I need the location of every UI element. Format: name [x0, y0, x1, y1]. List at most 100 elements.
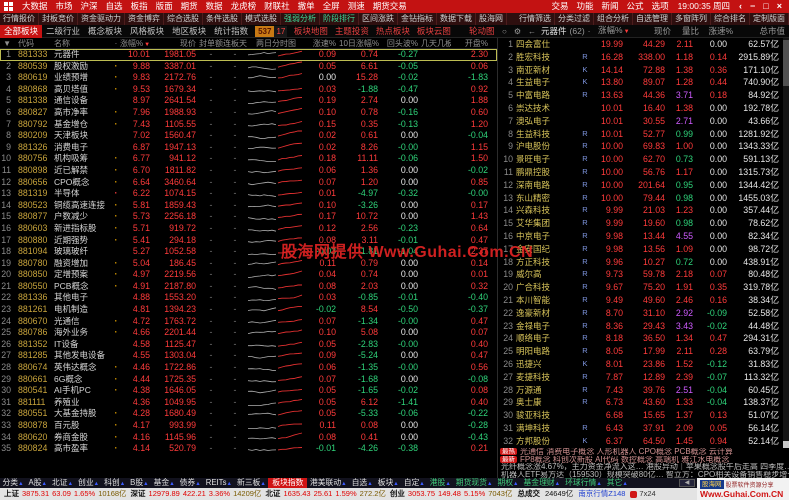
toolbar-button[interactable]: 定制版面 [750, 13, 789, 25]
table-row[interactable]: 9 881326 消费电子 6.87 1947.13 - - 0.02 8.26 -0.00 1.1… [0, 142, 497, 154]
menu-item[interactable]: 全屏 [322, 1, 340, 11]
column-header[interactable]: 名称 [54, 39, 70, 48]
stock-row[interactable]: 4 生益电子 K 13.80 89.07 1.28 0.44 740.90亿 [498, 76, 789, 89]
table-row[interactable]: 19 880780 融资增加 · 5.04 186.45 - - 0.11 0.79 0.00 0.1… [0, 258, 497, 270]
market-tab[interactable]: 板块▲ [377, 478, 399, 487]
news-line[interactable]: 最热 光通信 消费电子概念 人形机器人 CPO概念 PCB概念 云计算 [498, 448, 789, 456]
market-tab[interactable]: 科创▲ [104, 478, 126, 487]
table-row[interactable]: 13 881319 半导体 · 6.22 1074.15 - - 0.01 -4.97 -0.32 -… [0, 188, 497, 200]
stock-row[interactable]: 25 明阳电路 R 8.05 17.99 2.11 0.28 63.79亿 [498, 345, 789, 358]
market-tab[interactable]: 其它▲ [606, 478, 628, 487]
stock-row[interactable]: 26 迅捷兴 K 8.01 23.86 1.52 -0.12 31.83亿 [498, 358, 789, 371]
stock-row[interactable]: 10 景旺电子 R 10.00 62.70 0.73 0.00 591.13亿 [498, 153, 789, 166]
table-row[interactable]: 35 880824 高市盈率 · 4.14 520.79 - - -0.01 -4.26 -0.38… [0, 443, 497, 455]
table-row[interactable]: 10 880756 机构吸筹 · 6.77 941.12 - - 0.18 11.11 -0.06 1… [0, 153, 497, 165]
toolbar-button[interactable]: 资金驱动力 [78, 13, 125, 25]
board-link[interactable]: 主题投资 [334, 25, 369, 36]
table-row[interactable]: 33 880878 百元股 · 4.17 993.99 - - 0.11 0.08 0.00 -0.2… [0, 420, 497, 432]
stock-row[interactable]: 21 本川智能 R 9.49 49.60 2.46 0.16 38.34亿 [498, 294, 789, 307]
column-header[interactable]: 涨幅%▼ [120, 39, 151, 48]
scrollbar-end[interactable] [783, 441, 789, 448]
toolbar-button[interactable]: 行情报价 [0, 13, 39, 25]
stock-row[interactable]: 11 鹏鼎控股 R 10.00 56.76 1.17 0.00 1315.73亿 [498, 166, 789, 179]
table-row[interactable]: 22 881336 其他电子 4.88 1553.20 - - 0.03 -0.85 -0.01 -… [0, 292, 497, 304]
toolbar-button[interactable]: 自选管理 [633, 13, 672, 25]
menu-item[interactable]: 沪深 [80, 1, 98, 11]
stock-row[interactable]: 3 南亚新材 K 14.14 72.88 1.38 0.36 171.10亿 [498, 64, 789, 77]
table-row[interactable]: 20 880850 定增预案 · 4.97 2219.56 - - 0.04 0.74 0.00 0.… [0, 269, 497, 281]
table-row[interactable]: 6 880827 高市净率 · 7.96 1988.93 - - 0.10 0.78 -0.16 0.… [0, 107, 497, 119]
win-minimize-icon[interactable]: − [750, 1, 756, 11]
stock-row[interactable]: 16 中京电子 R 9.98 13.44 4.55 0.00 82.34亿 [498, 230, 789, 243]
stock-row[interactable]: 19 威尔高 R 9.73 59.78 2.18 0.07 80.48亿 [498, 268, 789, 281]
table-row[interactable]: 8 880209 天津板块 7.02 1560.47 - - 0.02 0.61 0.00 -0.0… [0, 130, 497, 142]
menu-item[interactable]: 财联社 [264, 1, 290, 11]
table-row[interactable]: 24 880670 光通信 · 4.72 1763.72 - - 0.07 -1.34 -0.00 0… [0, 316, 497, 328]
column-header[interactable]: 总市值 [759, 25, 785, 36]
table-row[interactable]: 29 880661 6G概念 · 4.44 1725.35 - - 0.07 -1.68 0.00 -… [0, 374, 497, 386]
win-close-icon[interactable]: × [776, 1, 782, 11]
stock-row[interactable]: 6 崇达技术 10.01 16.40 1.38 0.00 192.78亿 [498, 102, 789, 115]
stock-row[interactable]: 18 方正科技 R 9.96 10.27 0.72 0.00 438.91亿 [498, 256, 789, 269]
tab-scroller[interactable]: ◀ [679, 479, 695, 487]
menu-item[interactable]: 撤单 [297, 1, 315, 11]
market-tab[interactable]: 港美联动▲ [309, 478, 347, 487]
column-header[interactable]: 两日分时图 [256, 39, 296, 48]
table-row[interactable]: 31 881111 养殖业 4.36 1049.95 - - 0.05 6.12 -1.41 0.4… [0, 397, 497, 409]
stock-row[interactable]: 22 逸豪新材 R 8.70 31.10 2.92 -0.09 52.58亿 [498, 307, 789, 320]
menu-item[interactable]: 版面 [155, 1, 173, 11]
menu-item[interactable]: 期货交易 [372, 1, 407, 11]
toolbar-button[interactable]: 行情筛选 [516, 13, 555, 25]
stock-row[interactable]: 2 胜宏科技 R 16.28 338.00 1.18 0.14 2915.89亿 [498, 51, 789, 64]
gear-icon[interactable]: ⚙ [513, 26, 522, 36]
stock-row[interactable]: 13 东山精密 R 10.00 79.44 0.98 0.00 1455.03亿 [498, 192, 789, 205]
menu-item[interactable]: 新闻 [601, 1, 619, 11]
market-tab[interactable]: 分类▲ [2, 478, 24, 487]
toolbar-button[interactable]: 分类过滤 [555, 13, 594, 25]
market-tab[interactable]: 环球行情▲ [565, 478, 602, 487]
column-header[interactable]: 涨速% [312, 39, 336, 48]
stock-row[interactable]: 31 满坤科技 R 6.43 37.91 2.09 0.05 56.14亿 [498, 422, 789, 435]
toolbar-button[interactable]: 区间涨跌 [359, 13, 398, 25]
toolbar-button[interactable]: 综合选股 [164, 13, 203, 25]
board-tab[interactable]: 统计指数 [214, 25, 249, 36]
market-tab[interactable]: 期权▲ [497, 478, 519, 487]
column-header[interactable]: 涨速% [708, 25, 733, 36]
board-link[interactable]: 板块云图 [416, 25, 451, 36]
toolbar-button[interactable]: 金钻指标 [398, 13, 437, 25]
table-row[interactable]: 5 881338 通信设备 8.97 2641.54 - - 0.19 2.74 0.00 1.88 [0, 95, 497, 107]
column-header[interactable]: 开盘% [464, 39, 488, 48]
market-tab[interactable]: 自选▲ [351, 478, 373, 487]
stock-row[interactable]: 24 顺络电子 R 8.18 36.50 1.34 0.47 294.31亿 [498, 332, 789, 345]
table-row[interactable]: 2 880539 股权激励 · 9.88 3387.01- -0.05 6.61 -0.05 0.… [0, 61, 497, 73]
stock-row[interactable]: 27 麦捷科技 R 7.87 12.89 2.39 -0.07 113.32亿 [498, 371, 789, 384]
board-link[interactable]: 板块地图 [293, 25, 328, 36]
toolbar-button[interactable]: 综合排名 [711, 13, 750, 25]
column-header[interactable]: 几天几板 [421, 39, 451, 48]
toolbar-button[interactable]: 条件选股 [203, 13, 242, 25]
scrollbar[interactable] [783, 38, 789, 448]
win-restore-icon[interactable]: □ [763, 1, 769, 11]
board-link[interactable]: 热点板块 [375, 25, 410, 36]
stock-row[interactable]: 17 金安国纪 R 9.98 13.56 1.09 0.00 98.72亿 [498, 243, 789, 256]
stock-row[interactable]: 28 万源通 R 7.43 39.76 2.51 -0.04 60.45亿 [498, 384, 789, 397]
column-header[interactable]: 回头波% [386, 39, 418, 48]
market-tab[interactable]: 基金▲ [153, 478, 175, 487]
menu-item[interactable]: 市场 [55, 1, 73, 11]
menu-item[interactable]: 板指 [130, 1, 148, 11]
table-row[interactable]: 18 881094 玻璃玻纤 5.27 1052.58 - - -0.03 -1.81 -1.04… [0, 246, 497, 258]
table-row[interactable]: 15 880877 户数减少 · 5.73 2256.18 - - 0.17 10.72 0.00 1… [0, 211, 497, 223]
toolbar-button[interactable]: 阶段排行 [320, 13, 359, 25]
table-row[interactable]: 14 880523 铜缆高速连接 · 5.81 1859.43 - - 0.10 -3.26 0.0… [0, 200, 497, 212]
column-header[interactable]: 现价 [653, 25, 671, 36]
toolbar-button[interactable]: 封板竞价 [39, 13, 78, 25]
column-header[interactable]: 10日涨幅% [339, 39, 380, 48]
table-row[interactable]: 26 881352 IT设备 4.58 1125.47 - - 0.05 -2.83 -0.00 0… [0, 339, 497, 351]
table-row[interactable]: 25 880786 海外业务 · 4.66 2201.44 - - 0.10 5.08 0.00 0.… [0, 327, 497, 339]
table-row[interactable]: 16 880603 新进指标股 · 5.71 919.72 - - 0.12 2.56 -0.23 0… [0, 223, 497, 235]
stock-row[interactable]: 30 骏亚科技 6.68 15.65 1.37 0.13 51.07亿 [498, 409, 789, 422]
filter-icon[interactable]: ▼ [3, 39, 11, 48]
toolbar-button[interactable]: 资金博弈 [125, 13, 164, 25]
stock-row[interactable]: 14 兴森科技 R 9.99 21.03 1.23 0.00 357.44亿 [498, 204, 789, 217]
column-header[interactable]: · [114, 39, 118, 48]
